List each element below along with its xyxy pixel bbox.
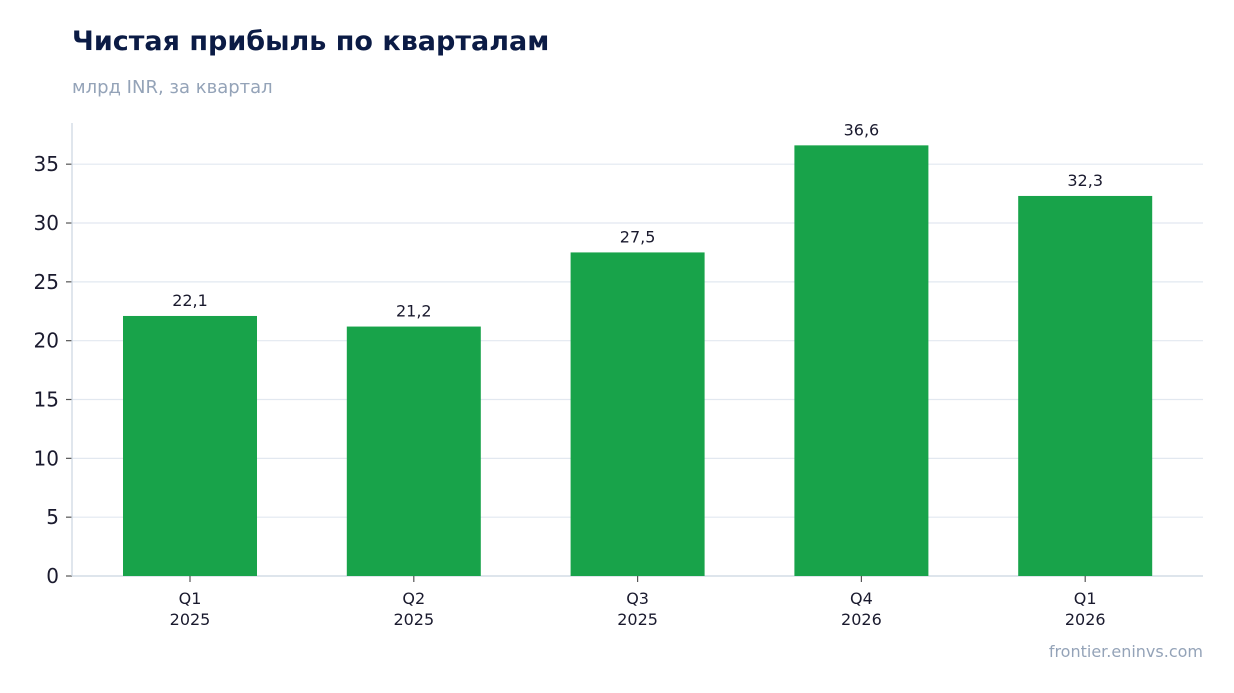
y-tick-label: 35 <box>34 152 59 176</box>
x-tick-label: Q4 <box>850 589 873 608</box>
x-tick-label-year: 2025 <box>170 610 211 629</box>
x-tick-label-year: 2026 <box>841 610 882 629</box>
data-label: 27,5 <box>620 227 656 246</box>
x-tick-label: Q1 <box>179 589 202 608</box>
y-tick-label: 5 <box>46 505 59 529</box>
bar <box>346 326 481 576</box>
axes: 0 5 10 15 20 25 30 35 <box>34 123 1203 588</box>
y-tick-label: 0 <box>46 564 59 588</box>
x-tick-label: Q2 <box>402 589 425 608</box>
x-tick-label-year: 2025 <box>617 610 658 629</box>
y-tick-label: 10 <box>34 446 59 470</box>
data-label: 36,6 <box>844 120 880 139</box>
x-tick-label-year: 2026 <box>1065 610 1106 629</box>
data-label: 21,2 <box>396 302 432 321</box>
bar <box>570 252 705 576</box>
x-tick-label: Q1 <box>1074 589 1097 608</box>
bar <box>123 315 257 576</box>
labels: 22,1 Q1 2025 21,2 Q2 2025 27,5 Q3 2025 36,6 Q4 2026… <box>170 120 1106 629</box>
bars <box>123 145 1153 577</box>
chart-title: Чистая прибыль по кварталам <box>72 26 550 57</box>
y-tick-label: 25 <box>34 270 59 294</box>
y-tick-label: 15 <box>34 388 59 412</box>
data-label: 32,3 <box>1067 171 1103 190</box>
source-link[interactable]: frontier.eninvs.com <box>1048 642 1203 661</box>
x-tick-label: Q3 <box>626 589 649 608</box>
y-tick-label: 30 <box>34 211 59 235</box>
chart-subtitle: млрд INR, за квартал <box>72 77 273 98</box>
bar <box>794 145 929 577</box>
y-tick-label: 20 <box>34 329 59 353</box>
x-tick-label-year: 2025 <box>393 610 434 629</box>
data-label: 22,1 <box>172 291 208 310</box>
bar <box>1018 195 1153 576</box>
